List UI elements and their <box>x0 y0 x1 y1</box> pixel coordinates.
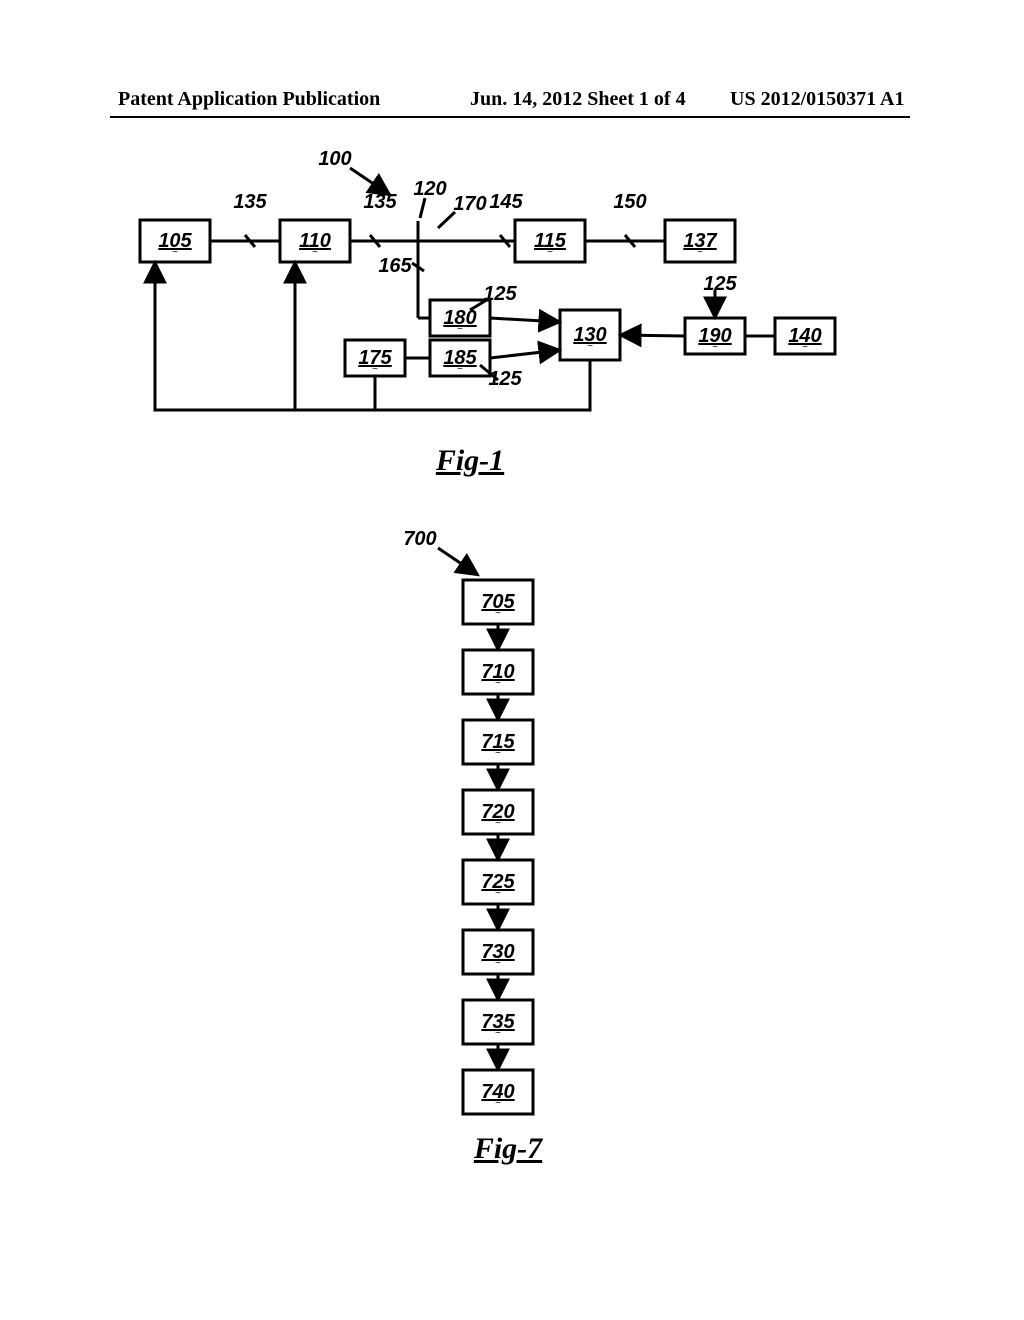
step-735-tilde: ~ <box>495 1028 501 1039</box>
annot-a135b: 135 <box>363 191 397 213</box>
annot-a125c: 125 <box>703 273 737 295</box>
box-137-tilde: ~ <box>697 247 703 258</box>
annot-a170: 170 <box>453 193 486 215</box>
annot-a150: 150 <box>613 191 646 213</box>
figure-1: 100105~110~115~137~175~180~185~130~190~1… <box>140 148 835 477</box>
fig7-pointer-arrow <box>438 548 478 575</box>
leader-120 <box>420 198 425 218</box>
annot-a120: 120 <box>413 178 446 200</box>
fig1-pointer-label: 100 <box>318 148 351 170</box>
box-110-tilde: ~ <box>312 247 318 258</box>
annot-a165: 165 <box>378 255 412 277</box>
feedback-130-105 <box>155 262 590 410</box>
step-740-tilde: ~ <box>495 1098 501 1109</box>
fig7-pointer-label: 700 <box>403 528 436 550</box>
fig7-caption: Fig-7 <box>473 1132 543 1165</box>
box-185-tilde: ~ <box>457 364 463 375</box>
diagram-canvas: 100105~110~115~137~175~180~185~130~190~1… <box>0 0 1024 1320</box>
annot-a125a: 125 <box>483 283 517 305</box>
arrow-180-130 <box>490 318 560 322</box>
step-715-tilde: ~ <box>495 748 501 759</box>
box-115-tilde: ~ <box>547 247 553 258</box>
box-105-tilde: ~ <box>172 247 178 258</box>
arrow-190-130 <box>620 335 685 336</box>
step-730-tilde: ~ <box>495 958 501 969</box>
box-180-tilde: ~ <box>457 324 463 335</box>
annot-a135a: 135 <box>233 191 267 213</box>
arrow-185-130 <box>490 350 560 358</box>
annot-a125b: 125 <box>488 368 522 390</box>
step-725-tilde: ~ <box>495 888 501 899</box>
box-190-tilde: ~ <box>712 342 718 353</box>
box-175-tilde: ~ <box>372 364 378 375</box>
step-705-tilde: ~ <box>495 608 501 619</box>
box-140-tilde: ~ <box>802 342 808 353</box>
fig1-caption: Fig-1 <box>435 444 504 477</box>
box-130-tilde: ~ <box>587 341 593 352</box>
annot-a145: 145 <box>489 191 523 213</box>
page: Patent Application Publication Jun. 14, … <box>0 0 1024 1320</box>
step-720-tilde: ~ <box>495 818 501 829</box>
step-710-tilde: ~ <box>495 678 501 689</box>
figure-7: 700705~710~715~720~725~730~735~740~Fig-7 <box>403 528 543 1165</box>
